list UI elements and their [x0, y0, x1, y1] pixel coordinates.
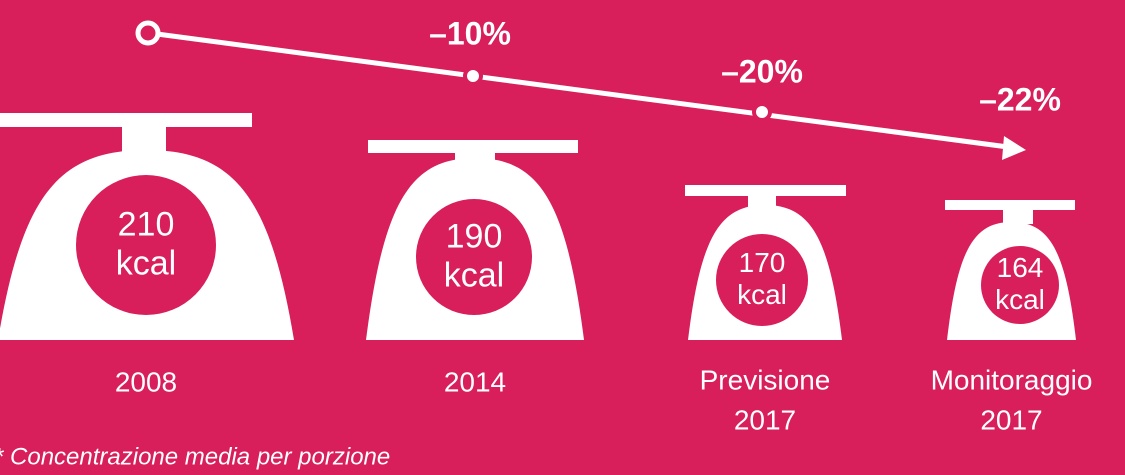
unit: kcal: [995, 284, 1045, 315]
scale-stem: [455, 153, 495, 160]
item-label: 2014: [444, 366, 506, 397]
change-label: –20%: [721, 53, 803, 89]
unit: kcal: [737, 279, 787, 310]
item-label: Monitoraggio: [931, 364, 1093, 395]
value-circle: [981, 246, 1059, 324]
item-label: 2017: [980, 404, 1042, 435]
value: 164: [997, 252, 1044, 283]
value-circle: [716, 234, 808, 326]
scale-plate: [368, 140, 578, 153]
unit: kcal: [444, 256, 504, 294]
scale-stem: [1003, 210, 1033, 224]
scale-plate: [0, 113, 252, 127]
scale-stem: [748, 196, 776, 207]
change-label: –22%: [979, 81, 1061, 117]
scale-plate: [945, 200, 1075, 210]
trend-line: [135, 20, 1026, 160]
scale-stem: [122, 127, 166, 152]
change-label: –10%: [429, 15, 511, 51]
unit: kcal: [116, 244, 176, 282]
value-circle: [416, 199, 532, 315]
item-label: 2017: [734, 404, 796, 435]
value: 170: [739, 247, 786, 278]
scale-plate: [685, 185, 846, 196]
item-label: 2008: [115, 366, 177, 397]
footnote: * Concentrazione media per porzione: [0, 443, 390, 470]
value-circle: [76, 175, 216, 315]
value: 210: [118, 205, 175, 243]
value: 190: [446, 217, 503, 255]
item-label: Previsione: [700, 364, 831, 395]
